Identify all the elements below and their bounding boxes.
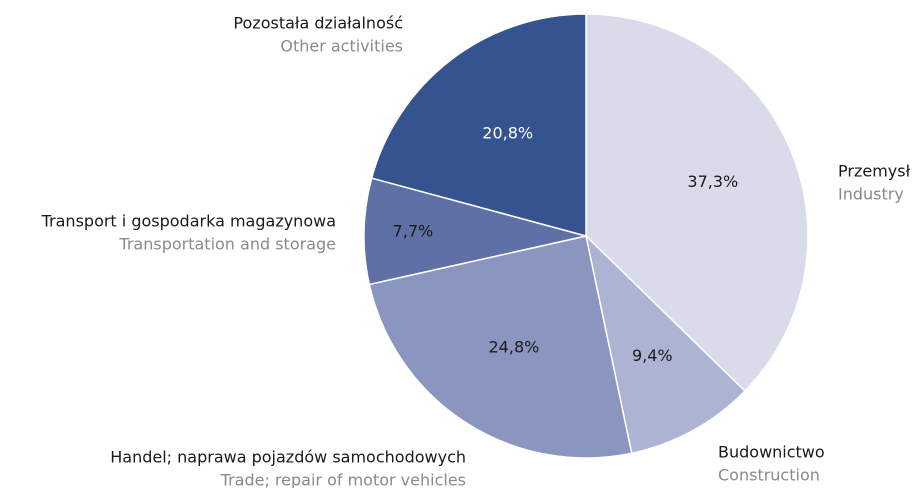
category-label-en: Trade; repair of motor vehicles xyxy=(220,471,466,488)
category-label: Handel; naprawa pojazdów samochodowych xyxy=(110,448,466,467)
category-label: Pozostała działalność xyxy=(233,14,403,33)
category-label-en: Transportation and storage xyxy=(118,235,336,254)
pie-slice xyxy=(584,233,746,455)
category-label: Transport i gospodarka magazynowa xyxy=(41,212,336,231)
pie-slice xyxy=(370,13,587,237)
value-label: 37,3% xyxy=(687,172,738,191)
category-label-en: Construction xyxy=(718,466,820,485)
pie-slice xyxy=(363,177,587,286)
value-label: 20,8% xyxy=(482,123,533,142)
category-label: Budownictwo xyxy=(718,443,825,462)
category-label-en: Industry xyxy=(838,185,904,204)
category-label: Przemysł xyxy=(838,162,911,181)
value-label: 24,8% xyxy=(489,338,540,357)
value-label: 9,4% xyxy=(632,346,673,365)
pie-slice xyxy=(585,13,809,393)
pie-slice xyxy=(368,235,633,459)
value-label: 7,7% xyxy=(393,222,434,241)
category-label-en: Other activities xyxy=(280,37,403,56)
